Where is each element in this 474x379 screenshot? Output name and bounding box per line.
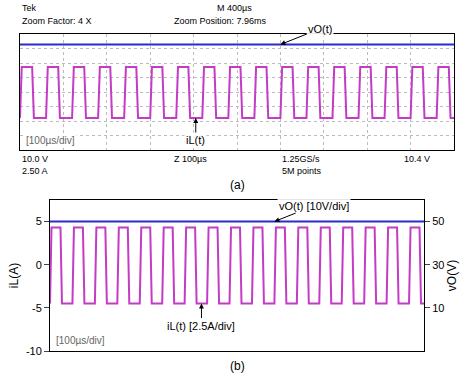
svg-text:50: 50 <box>432 215 444 227</box>
svg-text:iL(t) [2.5A/div]: iL(t) [2.5A/div] <box>167 320 235 332</box>
svg-text:iL(A): iL(A) <box>7 263 21 288</box>
svg-text:iL(t): iL(t) <box>186 134 205 146</box>
svg-text:10.4 V: 10.4 V <box>404 154 430 164</box>
svg-text:5M points: 5M points <box>282 166 322 176</box>
svg-text:(b): (b) <box>230 359 245 373</box>
svg-text:Tek: Tek <box>22 3 37 13</box>
svg-text:1.25GS/s: 1.25GS/s <box>282 154 320 164</box>
svg-text:30: 30 <box>432 259 444 271</box>
svg-text:[100µs/div]: [100µs/div] <box>56 335 105 346</box>
svg-text:5: 5 <box>36 215 42 227</box>
svg-text:vO(t) [10V/div]: vO(t) [10V/div] <box>279 200 349 212</box>
svg-text:M 400µs: M 400µs <box>217 3 252 13</box>
svg-text:(a): (a) <box>230 178 245 192</box>
svg-text:2.50 A: 2.50 A <box>22 166 48 176</box>
svg-text:0: 0 <box>36 259 42 271</box>
svg-text:10: 10 <box>432 302 444 314</box>
svg-text:Zoom Position: 7.96ms: Zoom Position: 7.96ms <box>174 16 267 26</box>
svg-text:-5: -5 <box>32 302 42 314</box>
svg-text:-10: -10 <box>26 345 42 357</box>
svg-text:Z 100µs: Z 100µs <box>174 154 207 164</box>
svg-text:10.0 V: 10.0 V <box>22 154 48 164</box>
svg-text:Zoom Factor: 4 X: Zoom Factor: 4 X <box>22 16 92 26</box>
svg-text:[100µs/div]: [100µs/div] <box>26 135 75 146</box>
svg-text:vO(V): vO(V) <box>445 260 459 291</box>
svg-text:vO(t): vO(t) <box>308 23 332 35</box>
